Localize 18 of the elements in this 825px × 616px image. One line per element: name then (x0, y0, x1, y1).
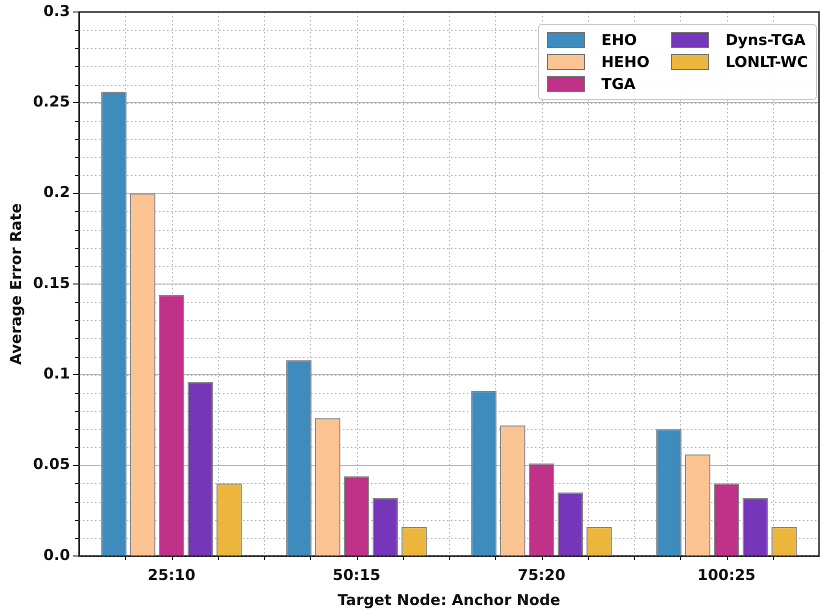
y-tick-label: 0.2 (43, 183, 70, 202)
y-tick-label: 0.3 (43, 2, 70, 20)
y-tick-label: 0.05 (32, 455, 70, 474)
x-tick-label: 50:15 (332, 566, 380, 584)
legend-label: LONLT-WC (725, 53, 808, 71)
y-tick-label: 0.25 (32, 92, 70, 111)
y-tick-label: 0.15 (32, 274, 70, 292)
legend-label: TGA (601, 75, 636, 93)
y-tick-label: 0.0 (43, 546, 70, 564)
x-axis-title: Target Node: Anchor Node (338, 590, 560, 609)
legend-label: EHO (601, 31, 637, 49)
y-tick-label: 0.1 (43, 364, 70, 383)
legend-label: Dyns-TGA (725, 31, 806, 49)
legend-label: HEHO (601, 53, 650, 71)
y-axis-title: Average Error Rate (6, 203, 25, 365)
x-tick-label: 75:20 (518, 566, 566, 584)
x-tick-label: 100:25 (697, 566, 756, 584)
x-tick-label: 25:10 (148, 566, 196, 584)
